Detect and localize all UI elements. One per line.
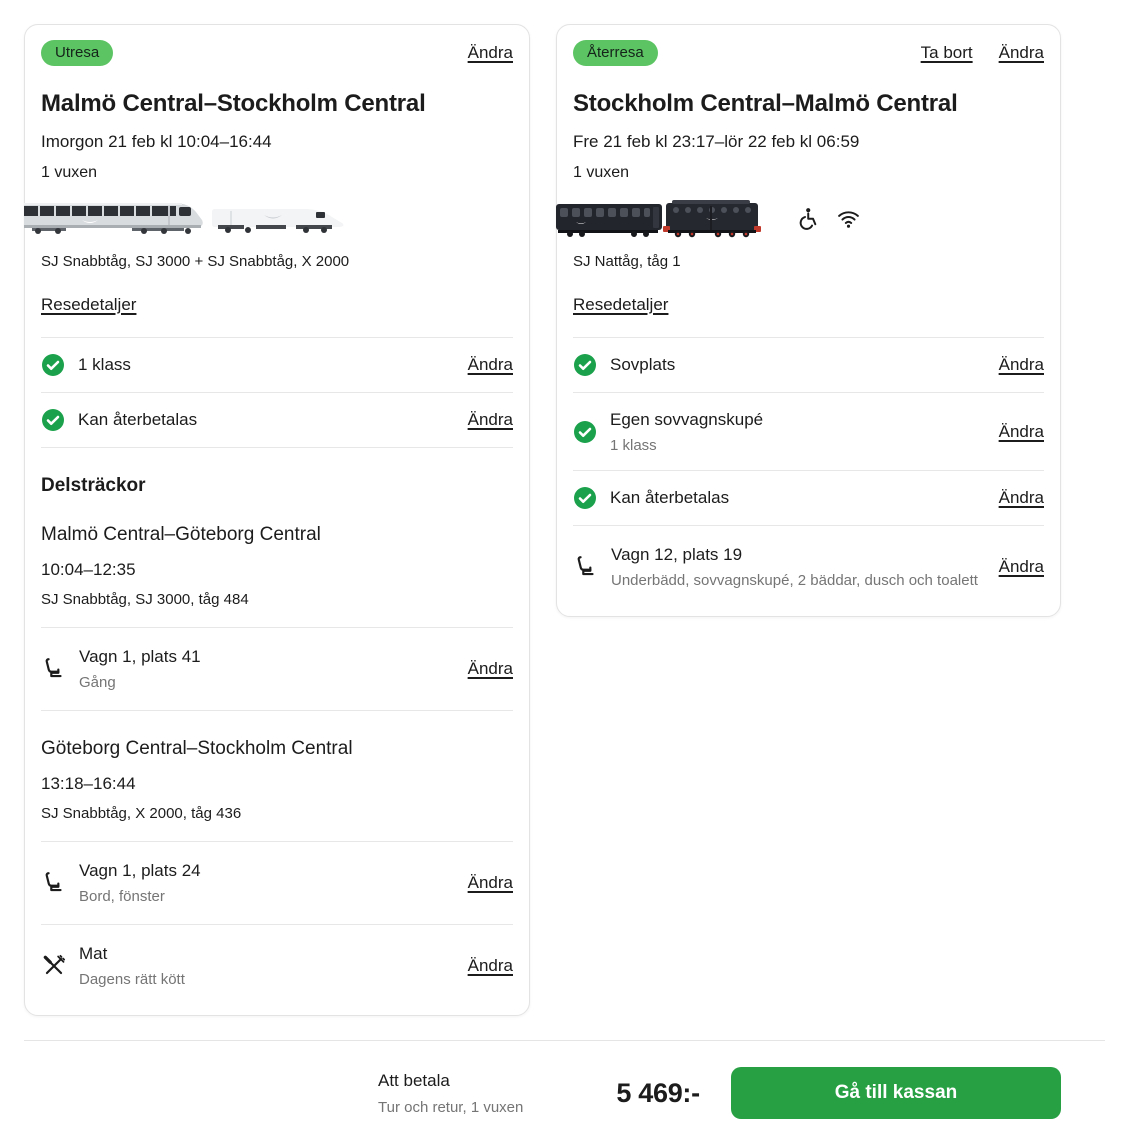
seat-icon bbox=[41, 656, 67, 682]
checkout-footer: Att betala Tur och retur, 1 vuxen 5 469:… bbox=[24, 1040, 1105, 1119]
option-row-class: 1 klass Ändra bbox=[41, 337, 513, 392]
seat-row: Vagn 12, plats 19 Underbädd, sovvagnskup… bbox=[573, 525, 1044, 608]
option-label: Kan återbetalas bbox=[78, 410, 198, 429]
total-price: 5 469:- bbox=[616, 1077, 700, 1108]
option-label: Sovplats bbox=[610, 355, 676, 374]
seat-change-link[interactable]: Ändra bbox=[467, 873, 513, 892]
checkout-button[interactable]: Gå till kassan bbox=[731, 1067, 1061, 1119]
return-passengers: 1 vuxen bbox=[573, 164, 630, 181]
return-remove-link[interactable]: Ta bort bbox=[920, 43, 973, 62]
seat-sub: Gång bbox=[79, 674, 116, 691]
outbound-train-caption: SJ Snabbtåg, SJ 3000 + SJ Snabbtåg, X 20… bbox=[41, 253, 350, 270]
seat-label: Vagn 1, plats 41 bbox=[79, 647, 201, 666]
wifi-icon bbox=[838, 210, 859, 228]
meal-change-link[interactable]: Ändra bbox=[467, 956, 513, 975]
segment-train: SJ Snabbtåg, X 2000, tåg 436 bbox=[41, 805, 242, 822]
return-datetime: Fre 21 feb kl 23:17–lör 22 feb kl 06:59 bbox=[573, 132, 860, 151]
seat-icon bbox=[41, 870, 67, 896]
return-badge: Återresa bbox=[573, 40, 658, 66]
segments-heading: Delsträckor bbox=[41, 475, 146, 496]
option-row-sleeper: Sovplats Ändra bbox=[573, 337, 1044, 392]
option-change-link[interactable]: Ändra bbox=[998, 488, 1044, 507]
option-change-link[interactable]: Ändra bbox=[467, 410, 513, 429]
outbound-train-row bbox=[24, 199, 513, 237]
segment-train: SJ Snabbtåg, SJ 3000, tåg 484 bbox=[41, 591, 249, 608]
return-train-illustration bbox=[556, 200, 761, 238]
meal-row: Mat Dagens rätt kött Ändra bbox=[41, 924, 513, 1007]
seat-change-link[interactable]: Ändra bbox=[467, 659, 513, 678]
outbound-title: Malmö Central–Stockholm Central bbox=[41, 90, 426, 117]
option-label: Egen sovvagnskupé bbox=[610, 410, 764, 429]
segment-title: Malmö Central–Göteborg Central bbox=[41, 524, 321, 545]
option-label: Kan återbetalas bbox=[610, 488, 730, 507]
meal-icon bbox=[41, 953, 67, 979]
return-train-caption: SJ Nattåg, tåg 1 bbox=[573, 253, 681, 270]
option-row-refundable: Kan återbetalas Ändra bbox=[41, 392, 513, 448]
meal-sub: Dagens rätt kött bbox=[79, 971, 185, 988]
outbound-passengers: 1 vuxen bbox=[41, 164, 98, 181]
outbound-trip-card: Utresa Ändra Malmö Central–Stockholm Cen… bbox=[24, 24, 530, 1016]
outbound-train-illustration bbox=[24, 203, 344, 234]
return-card-header: Återresa Ta bort Ändra bbox=[573, 39, 1044, 67]
segment-time: 10:04–12:35 bbox=[41, 560, 136, 579]
return-trip-card: Återresa Ta bort Ändra Stockholm Central… bbox=[556, 24, 1061, 617]
segment-malmo-goteborg: Malmö Central–Göteborg Central 10:04–12:… bbox=[41, 523, 513, 710]
return-train-row bbox=[556, 199, 1044, 238]
outbound-change-link[interactable]: Ändra bbox=[467, 43, 513, 62]
segment-goteborg-stockholm: Göteborg Central–Stockholm Central 13:18… bbox=[41, 710, 513, 1007]
outbound-badge: Utresa bbox=[41, 40, 114, 66]
pay-label: Att betala bbox=[378, 1070, 450, 1090]
amenity-icons bbox=[795, 206, 861, 231]
return-title: Stockholm Central–Malmö Central bbox=[573, 90, 958, 117]
option-change-link[interactable]: Ändra bbox=[998, 421, 1044, 441]
option-change-link[interactable]: Ändra bbox=[467, 355, 513, 374]
check-icon bbox=[574, 420, 596, 443]
option-row-private-compartment: Egen sovvagnskupé 1 klass Ändra bbox=[573, 392, 1044, 470]
seat-label: Vagn 12, plats 19 bbox=[611, 545, 743, 564]
seat-label: Vagn 1, plats 24 bbox=[79, 861, 201, 880]
seat-icon bbox=[573, 554, 599, 580]
check-icon bbox=[574, 354, 596, 376]
seat-change-link[interactable]: Ändra bbox=[998, 557, 1044, 576]
return-change-link[interactable]: Ändra bbox=[998, 43, 1044, 62]
trip-cards: Utresa Ändra Malmö Central–Stockholm Cen… bbox=[24, 24, 1061, 1016]
seat-sub: Bord, fönster bbox=[79, 888, 165, 905]
seat-row: Vagn 1, plats 24 Bord, fönster Ändra bbox=[41, 841, 513, 924]
pay-sub: Tur och retur, 1 vuxen bbox=[378, 1098, 524, 1116]
outbound-options: 1 klass Ändra Kan återbetalas Ändra bbox=[41, 337, 513, 448]
seat-row: Vagn 1, plats 41 Gång Ändra bbox=[41, 627, 513, 710]
wheelchair-icon bbox=[799, 207, 817, 230]
meal-label: Mat bbox=[79, 944, 108, 963]
seat-sub: Underbädd, sovvagnskupé, 2 bäddar, dusch… bbox=[611, 572, 978, 589]
outbound-card-header: Utresa Ändra bbox=[41, 39, 513, 67]
outbound-datetime: Imorgon 21 feb kl 10:04–16:44 bbox=[41, 132, 272, 151]
segment-time: 13:18–16:44 bbox=[41, 774, 136, 793]
outbound-details-link[interactable]: Resedetaljer bbox=[41, 295, 137, 314]
option-change-link[interactable]: Ändra bbox=[998, 355, 1044, 374]
return-options: Sovplats Ändra Egen sovvagnskupé 1 klass… bbox=[573, 337, 1044, 608]
option-label: 1 klass bbox=[78, 355, 131, 374]
check-icon bbox=[42, 354, 64, 376]
option-row-refundable: Kan återbetalas Ändra bbox=[573, 470, 1044, 525]
check-icon bbox=[574, 487, 596, 509]
check-icon bbox=[42, 409, 64, 431]
segment-title: Göteborg Central–Stockholm Central bbox=[41, 738, 353, 759]
option-sub: 1 klass bbox=[610, 437, 657, 454]
pay-summary: Att betala Tur och retur, 1 vuxen bbox=[378, 1070, 523, 1117]
return-details-link[interactable]: Resedetaljer bbox=[573, 295, 669, 314]
